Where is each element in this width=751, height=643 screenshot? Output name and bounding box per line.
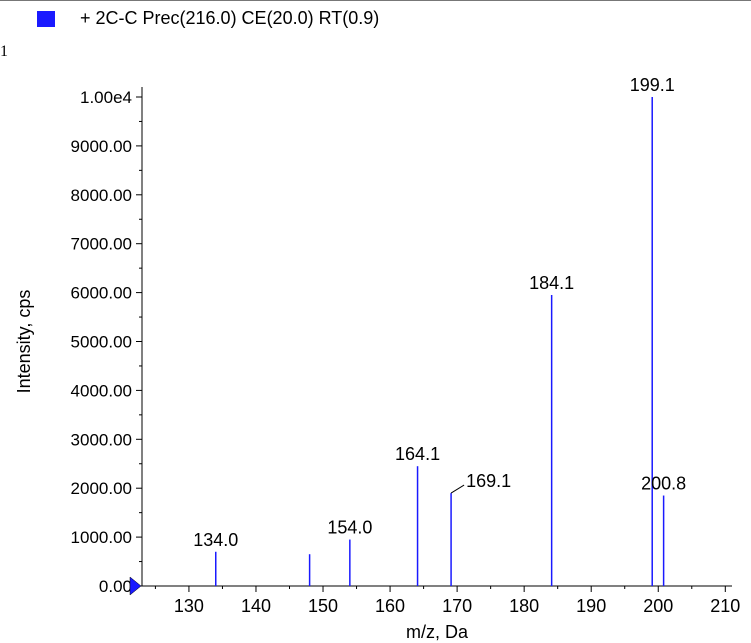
x-tick-label: 130	[174, 596, 204, 616]
x-tick-label: 190	[576, 596, 606, 616]
x-tick-label: 150	[308, 596, 338, 616]
y-tick-label: 3000.00	[71, 430, 132, 449]
x-tick-label: 210	[710, 596, 740, 616]
peak-label: 169.1	[466, 471, 511, 491]
x-tick-label: 160	[375, 596, 405, 616]
y-tick-label: 8000.00	[71, 186, 132, 205]
peak-label: 199.1	[630, 75, 675, 95]
x-axis-label: m/z, Da	[406, 622, 469, 642]
baseline-marker	[130, 577, 141, 595]
peak-label: 164.1	[395, 444, 440, 464]
y-tick-label: 2000.00	[71, 479, 132, 498]
y-tick-label: 0.00	[99, 577, 132, 596]
y-tick-label: 1.00e4	[80, 88, 132, 107]
y-tick-label: 7000.00	[71, 235, 132, 254]
peak-label: 184.1	[529, 273, 574, 293]
peak-label-leader	[451, 485, 464, 493]
y-tick-label: 9000.00	[71, 137, 132, 156]
peak-label: 200.8	[641, 474, 686, 494]
y-tick-label: 4000.00	[71, 381, 132, 400]
y-tick-label: 1000.00	[71, 528, 132, 547]
y-axis-label: Intensity, cps	[14, 290, 34, 394]
x-tick-label: 170	[442, 596, 472, 616]
peak-label: 134.0	[193, 530, 238, 550]
y-tick-label: 5000.00	[71, 333, 132, 352]
x-tick-label: 180	[509, 596, 539, 616]
x-tick-label: 140	[241, 596, 271, 616]
y-tick-label: 6000.00	[71, 284, 132, 303]
x-tick-label: 200	[643, 596, 673, 616]
peak-label: 154.0	[327, 518, 372, 538]
